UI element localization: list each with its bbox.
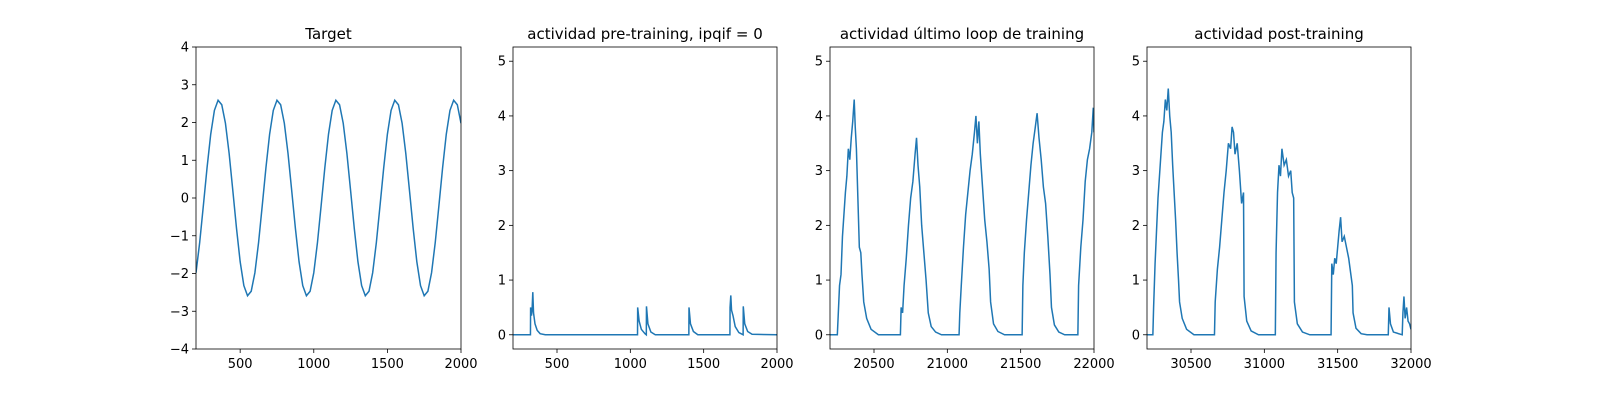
- y-tick-label: 0: [1132, 328, 1140, 343]
- x-tick-label: 30500: [1170, 357, 1211, 372]
- subplot: actividad pre-training, ipqif = 0 0 1 2 3 4 5 5…: [498, 25, 794, 372]
- y-tick-label: 5: [815, 55, 823, 70]
- y-tick-label: 1: [498, 274, 506, 289]
- x-tick-label: 22000: [1073, 357, 1114, 372]
- x-tick-label: 500: [228, 357, 253, 372]
- x-tick-label: 31500: [1317, 357, 1358, 372]
- subplot: actividad último loop de training 0 1 2 3 4 5 2…: [815, 25, 1115, 372]
- x-tick-label: 500: [545, 357, 570, 372]
- y-tick-label: 3: [1132, 164, 1140, 179]
- data-line: [513, 292, 777, 337]
- axes-frame: [512, 46, 778, 350]
- data-line: [196, 98, 461, 298]
- axes-frame: [195, 46, 462, 350]
- subplot: Target −4 −3 −2 −1 0 1 2 3 4 500 1000 1500 2000: [170, 25, 478, 372]
- x-tick-label: 21000: [927, 357, 968, 372]
- x-tick-label: 31000: [1244, 357, 1285, 372]
- y-tick-label: 4: [1132, 109, 1140, 124]
- x-tick-label: 1500: [687, 357, 720, 372]
- y-tick-label: 1: [1132, 274, 1140, 289]
- y-tick-label: 3: [498, 164, 506, 179]
- x-tick-label: 2000: [444, 357, 477, 372]
- x-tick-label: 21500: [1000, 357, 1041, 372]
- y-tick-label: 4: [498, 109, 506, 124]
- y-tick-label: 0: [181, 192, 189, 207]
- y-tick-label: 5: [498, 55, 506, 70]
- y-tick-label: 2: [498, 219, 506, 234]
- y-tick-label: 0: [815, 328, 823, 343]
- subplot-title: actividad post-training: [1194, 25, 1363, 43]
- subplot-title: actividad último loop de training: [840, 25, 1084, 43]
- y-tick-label: 4: [815, 109, 823, 124]
- x-tick-label: 1000: [614, 357, 647, 372]
- y-tick-label: 2: [1132, 219, 1140, 234]
- axes-frame: [829, 46, 1095, 350]
- subplot-title: Target: [304, 25, 352, 43]
- y-tick-label: −1: [170, 229, 189, 244]
- x-tick-label: 1000: [297, 357, 330, 372]
- x-tick-label: 32000: [1390, 357, 1431, 372]
- y-tick-label: 3: [815, 164, 823, 179]
- x-tick-label: 1500: [371, 357, 404, 372]
- y-tick-label: 2: [815, 219, 823, 234]
- axes-frame: [1146, 46, 1412, 350]
- y-tick-label: −4: [170, 343, 189, 358]
- subplot: actividad post-training 0 1 2 3 4 5 30500 31000 3…: [1132, 25, 1432, 372]
- y-tick-label: 3: [181, 78, 189, 93]
- y-tick-label: 1: [815, 274, 823, 289]
- x-tick-label: 2000: [760, 357, 793, 372]
- y-tick-label: 1: [181, 154, 189, 169]
- data-line: [1147, 88, 1411, 336]
- y-tick-label: −2: [170, 267, 189, 282]
- subplot-title: actividad pre-training, ipqif = 0: [527, 25, 763, 43]
- y-tick-label: 0: [498, 328, 506, 343]
- data-line: [830, 99, 1094, 336]
- y-tick-label: 2: [181, 116, 189, 131]
- y-tick-label: −3: [170, 305, 189, 320]
- y-tick-label: 5: [1132, 55, 1140, 70]
- y-tick-label: 4: [181, 41, 189, 56]
- x-tick-label: 20500: [853, 357, 894, 372]
